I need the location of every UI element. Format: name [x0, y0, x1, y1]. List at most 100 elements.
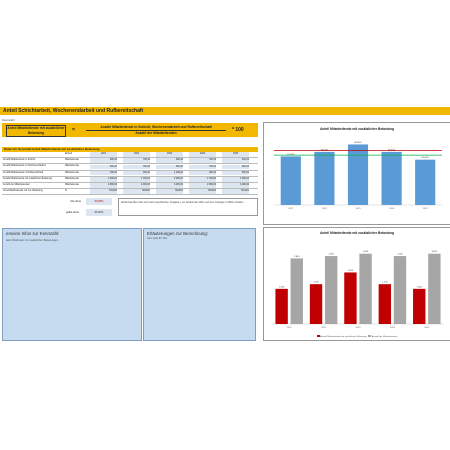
table-cell[interactable]: 50,00%	[222, 189, 249, 195]
bar	[415, 159, 436, 205]
data-label: 2.800	[294, 256, 300, 258]
data-label: 1.500	[279, 286, 285, 288]
data-label: 1.500	[417, 286, 423, 288]
info-panel-title: emeine Infos zur Kennzahl:	[6, 231, 60, 236]
table-cell[interactable]: 700,00	[189, 158, 216, 164]
bar	[393, 256, 407, 324]
data-label: 3.000	[363, 251, 369, 253]
table-cell[interactable]: 700,00	[123, 164, 150, 170]
column-header: 2024	[189, 152, 216, 157]
legend-swatch-red	[316, 335, 320, 337]
erlaeuterung-panel: Erläuterungen zur Berechnung: Hier steht…	[143, 228, 256, 341]
rote-zone-label: rote Zone	[70, 200, 82, 203]
gelbe-zone-input[interactable]: 55,00%	[86, 209, 112, 216]
row-label: Anzahl Mitarbeitende mit zusätzlicher Be…	[3, 177, 52, 180]
zielwerte-note: Zielformat Dies bitte sind nach spezifis…	[118, 198, 258, 216]
bar	[344, 272, 357, 324]
table-cell[interactable]: 300,00	[189, 170, 216, 176]
bar	[428, 253, 441, 324]
table-title: Daten für Kennzahl Anteil Mitarbeitende …	[2, 147, 258, 152]
table-cell[interactable]: 700,00	[189, 164, 216, 170]
table-cell[interactable]: 3.000,00	[156, 183, 183, 188]
table-cell[interactable]: 600,00	[90, 158, 117, 164]
tick-label: 2023	[356, 327, 362, 329]
chart-2-svg: 1.500 1.700 2.200 1.700 1.500 2.800 2.900 3.000…	[272, 251, 444, 329]
tick-label: 2022	[321, 327, 327, 329]
bar	[413, 288, 426, 324]
table-cell[interactable]: 58,60%	[189, 189, 216, 195]
column-header: 2021	[90, 152, 117, 157]
tick-label: 2021	[288, 208, 294, 210]
table-cell[interactable]: 400,00	[222, 158, 249, 164]
chart-anzahl[interactable]: Anteil Mitarbeitende mit zusätzlicher Be…	[263, 227, 450, 341]
table-cell[interactable]: 2.900,00	[189, 183, 216, 188]
info-panel-text[interactable]: aller Mitarbeiter mit zusätzlichen Belas…	[6, 239, 59, 242]
bar	[324, 256, 338, 324]
chart-2-legend: Anzahl Mitarbeitende mit zusätzlicher Be…	[264, 335, 450, 338]
row-label: Anzahl Mitarbeitende in Rufbereitschaft	[3, 171, 44, 174]
row-unit: Mitarbeitende	[65, 177, 79, 180]
formula-factor: * 100	[232, 127, 244, 133]
bar	[378, 284, 392, 324]
table-cell[interactable]: 600,00	[90, 164, 117, 170]
legend-swatch-gray	[368, 335, 372, 337]
table-cell[interactable]: 1.000,00	[156, 170, 183, 176]
column-header: 2022	[123, 152, 150, 157]
data-label: 2.900	[397, 254, 403, 256]
table-cell[interactable]: 2.200,00	[156, 177, 183, 182]
table-cell[interactable]: 500,00	[222, 170, 249, 176]
erlaeuterung-panel-text[interactable]: Hier steht Ihr Text	[147, 237, 168, 240]
table-cell[interactable]: 3.000,00	[222, 183, 249, 188]
table-row: Anzahl Mitarbeitende in Rufbereitschaft M…	[2, 170, 258, 177]
table-cell[interactable]: 1.700,00	[123, 177, 150, 182]
table-row: Anteil Mitarbeitende mit zus. Belastung%…	[2, 189, 258, 196]
formula-equals: =	[72, 127, 75, 133]
erlaeuterung-panel-title: Erläuterungen zur Berechnung:	[147, 231, 209, 236]
data-label: 1.700	[382, 282, 388, 284]
table-cell[interactable]: 1.700,00	[189, 177, 216, 182]
info-panel: emeine Infos zur Kennzahl: aller Mitarbe…	[2, 228, 142, 341]
tick-label: 2021	[287, 327, 293, 329]
bar	[347, 144, 369, 205]
tick-label: 2023	[356, 208, 362, 210]
chart-1-title: Anteil Mitarbeitende mit zusätzlicher Be…	[319, 127, 394, 131]
table-cell[interactable]: 2.900,00	[123, 183, 150, 188]
table-header-row: Einheit 2021 2022 2023 2024 2025	[2, 152, 258, 159]
data-label: 50,00%	[421, 157, 428, 159]
table-cell[interactable]: 58,60%	[123, 189, 150, 195]
column-header: 2023	[156, 152, 183, 157]
row-label: Anzahl der Mitarbeitenden	[3, 183, 30, 186]
row-unit: Mitarbeitende	[65, 171, 79, 174]
table-cell[interactable]: 300,00	[123, 170, 150, 176]
table-cell[interactable]: 600,00	[156, 164, 183, 170]
column-header: 2025	[222, 152, 249, 157]
tick-label: 2025	[424, 327, 430, 329]
row-unit: Mitarbeitende	[65, 165, 79, 168]
bar	[381, 151, 402, 205]
table-cell[interactable]: 700,00	[123, 158, 150, 164]
table-cell[interactable]: 2.800,00	[90, 183, 117, 188]
rote-zone-input[interactable]: 60,00%	[86, 198, 112, 205]
page-title: Anteil Schichtarbeit, Wochenendarbeit un…	[3, 108, 144, 114]
table-cell[interactable]: 600,00	[222, 164, 249, 170]
formula-denominator: Anzahl der Mitarbeitenden	[135, 131, 177, 135]
kennzahl-label: Kennzahl	[2, 118, 15, 122]
row-unit: Mitarbeitende	[65, 159, 79, 162]
bar	[290, 258, 303, 324]
bar	[275, 288, 288, 324]
bar	[359, 253, 372, 324]
table-cell[interactable]: 53,60%	[90, 189, 117, 195]
table-row: Anzahl der Mitarbeitenden Mitarbeitende 2.…	[2, 183, 258, 190]
table-cell[interactable]: 300,00	[90, 170, 117, 176]
table-cell[interactable]: 1.500,00	[222, 177, 249, 182]
row-unit: Mitarbeitende	[65, 183, 79, 186]
formula-block: Anteil Mitarbeitende mit zusätzlicher Be…	[2, 123, 258, 137]
table-cell[interactable]: 1.500,00	[90, 177, 117, 182]
table-cell[interactable]: 600,00	[156, 158, 183, 164]
table-cell[interactable]: 66,80%	[156, 189, 183, 195]
data-label: 1.700	[313, 282, 319, 284]
bar	[309, 284, 323, 324]
tick-label: 2024	[390, 327, 396, 329]
formula-numerator: Anzahl Mitarbeitende in Schicht, Wochene…	[86, 125, 226, 131]
chart-anteil[interactable]: Anteil Mitarbeitende mit zusätzlicher Be…	[263, 122, 450, 225]
